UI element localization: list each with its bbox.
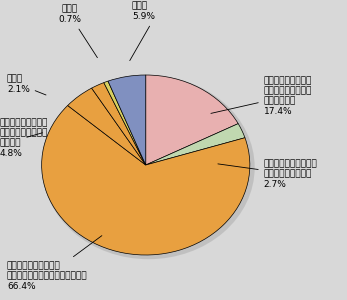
Wedge shape bbox=[146, 124, 245, 165]
Text: 無回答
0.7%: 無回答 0.7% bbox=[58, 4, 98, 58]
Ellipse shape bbox=[42, 76, 255, 259]
Wedge shape bbox=[42, 106, 250, 255]
Wedge shape bbox=[92, 82, 146, 165]
Text: 専門の組織はなく、
セキュリティ担当者
もいない
4.8%: 専門の組織はなく、 セキュリティ担当者 もいない 4.8% bbox=[0, 118, 48, 158]
Text: 専門の組織はないが、
情報システムの運用担当者が兼務
66.4%: 専門の組織はないが、 情報システムの運用担当者が兼務 66.4% bbox=[7, 236, 102, 291]
Wedge shape bbox=[146, 75, 238, 165]
Text: 専門の組織があり、
専従のセキュリティ担当者
を設置
5.9%: 専門の組織があり、 専従のセキュリティ担当者 を設置 5.9% bbox=[130, 0, 196, 61]
Wedge shape bbox=[108, 75, 146, 165]
Text: その他
2.1%: その他 2.1% bbox=[7, 74, 46, 95]
Text: 専門の組織はないが、
専従の担当者を設置
2.7%: 専門の組織はないが、 専従の担当者を設置 2.7% bbox=[218, 159, 318, 189]
Text: 専門の組織があり、
情報システムの運用
管理者が兼務
17.4%: 専門の組織があり、 情報システムの運用 管理者が兼務 17.4% bbox=[211, 76, 312, 116]
Wedge shape bbox=[104, 81, 146, 165]
Wedge shape bbox=[68, 88, 146, 165]
